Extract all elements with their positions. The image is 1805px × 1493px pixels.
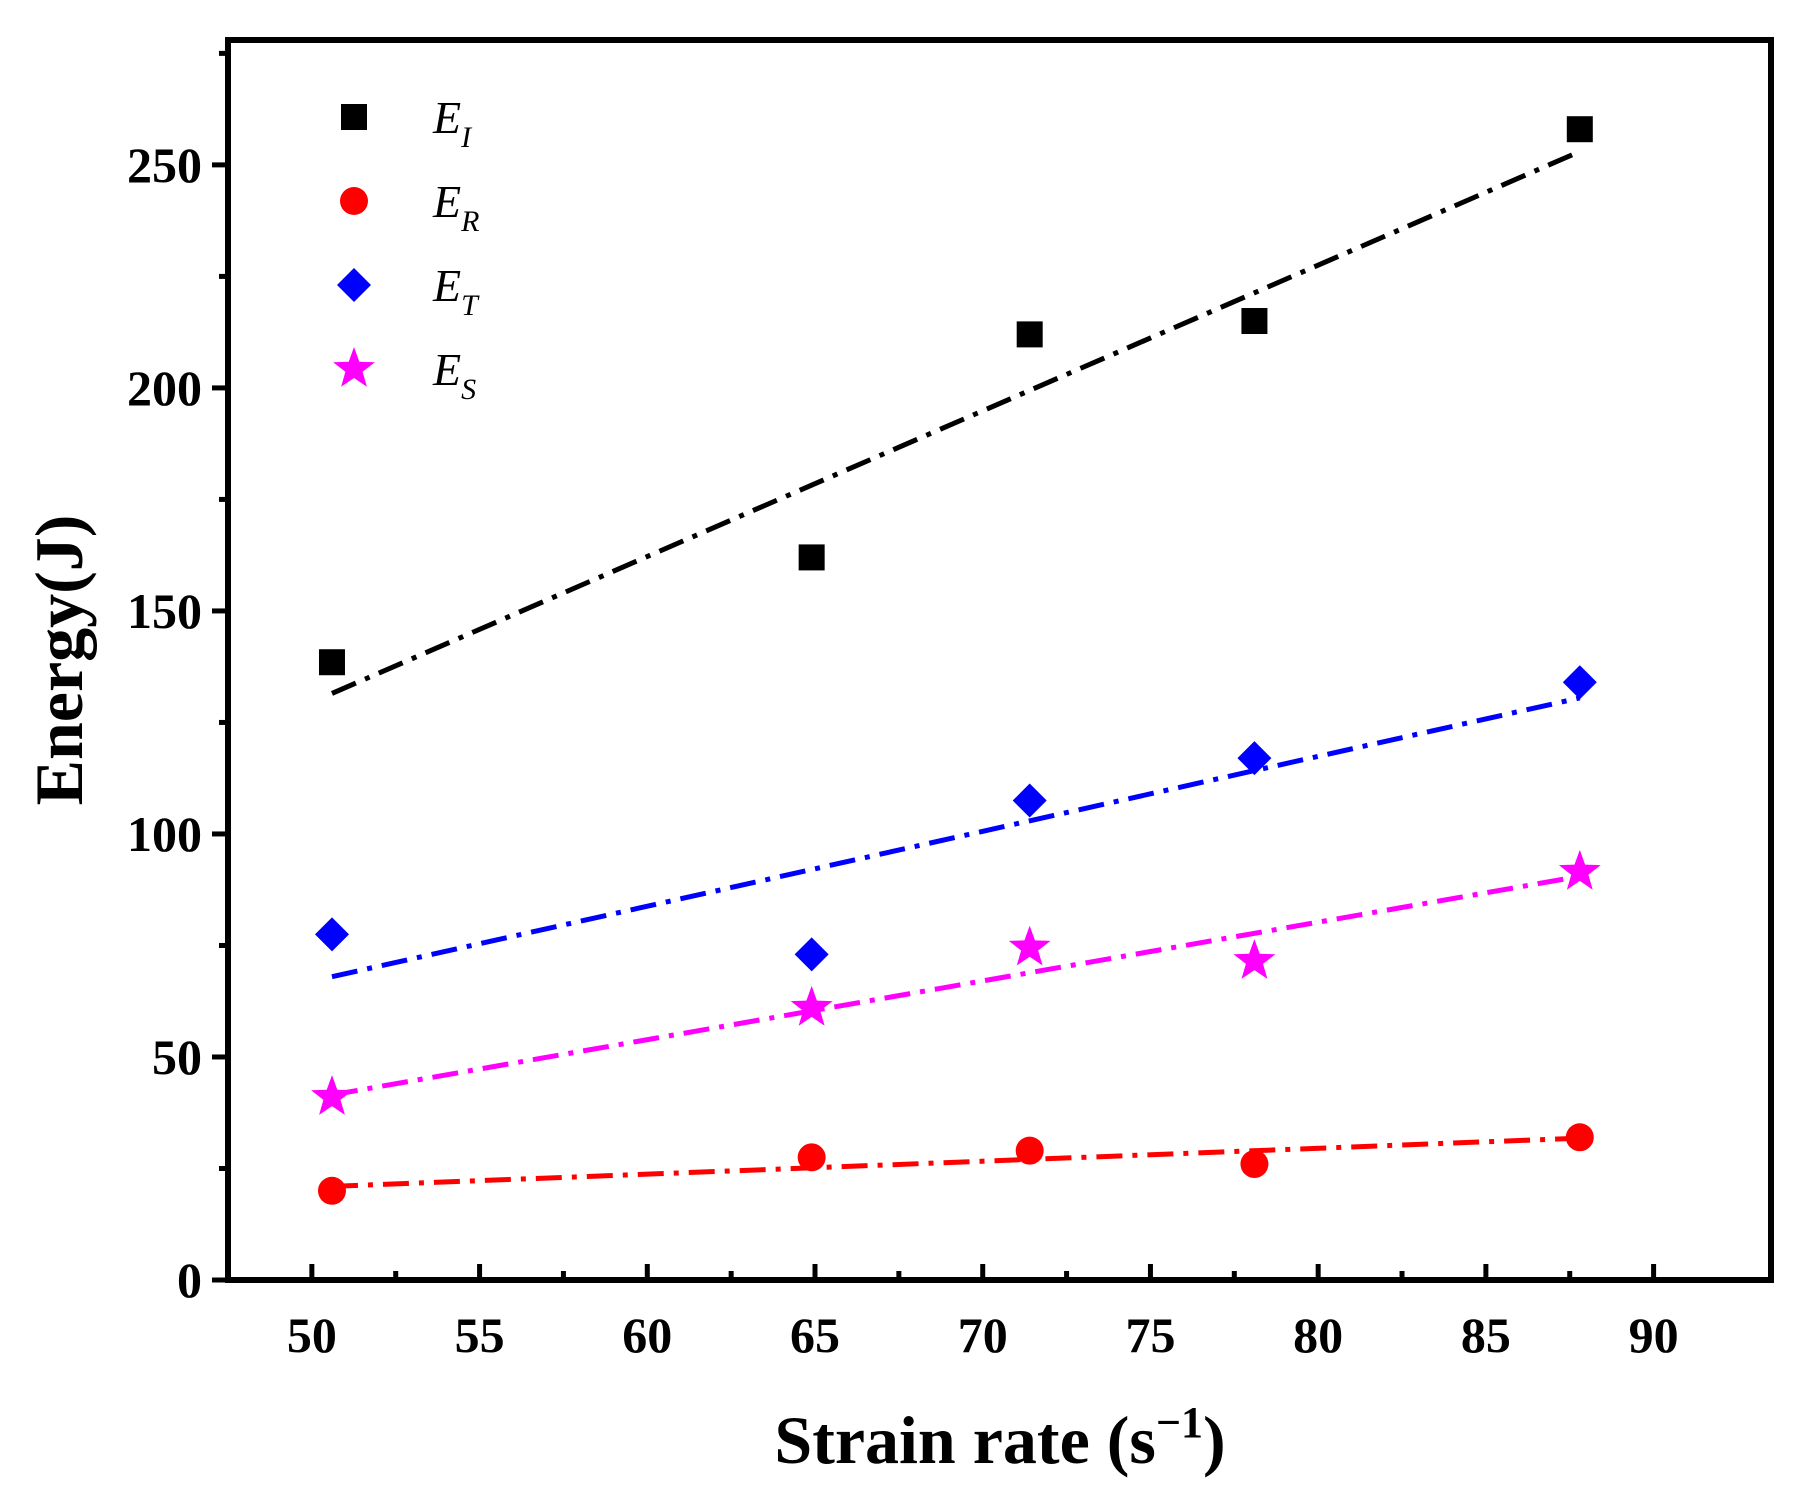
data-point-s (1233, 939, 1276, 979)
fit-line-t (331, 695, 1581, 980)
data-point-s (311, 1075, 353, 1115)
data-point-i (318, 649, 345, 676)
y-axis-title: Energy(J) (21, 515, 97, 806)
x-tick-label: 85 (1461, 1307, 1511, 1363)
legend-label-main: E (432, 344, 461, 395)
legend-label-r: ER (432, 176, 479, 238)
y-tick-label: 100 (127, 806, 202, 862)
plot-frame (225, 37, 1774, 1283)
legend-label-t: ET (432, 260, 480, 322)
y-tick-label: 0 (177, 1252, 202, 1308)
fit-line-i (330, 149, 1581, 696)
data-point-s (790, 985, 833, 1026)
legend-marker-i (341, 104, 367, 130)
data-point-t (1237, 741, 1272, 776)
x-tick-label: 60 (622, 1307, 672, 1363)
x-axis-title-main: Strain rate (s (774, 1402, 1155, 1478)
data-point-i (798, 544, 825, 571)
fit-line-r (331, 1135, 1580, 1189)
legend-label-i: EI (432, 92, 473, 154)
data-point-i (1241, 308, 1268, 335)
data-point-i (1566, 116, 1593, 143)
legend-label-main: E (432, 92, 461, 143)
x-axis-title: Strain rate (s−1) (774, 1398, 1225, 1478)
data-point-s (1008, 925, 1051, 966)
legend-label-main: E (432, 176, 461, 227)
y-tick-label: 50 (152, 1029, 202, 1085)
legend-label-sub: T (461, 289, 480, 322)
data-point-s (1558, 849, 1601, 890)
legend-marker-r (340, 187, 368, 215)
x-tick-label: 50 (287, 1307, 337, 1363)
axis-ticks: 50 55 60 65 70 75 80 85 90 0 50 100 150 200 250 (127, 50, 1679, 1363)
data-point-r (317, 1176, 346, 1205)
x-tick-label: 55 (455, 1307, 505, 1363)
data-point-t (1012, 783, 1047, 818)
data-point-i (1016, 321, 1043, 348)
legend-label-main: E (432, 260, 461, 311)
legend-label-sub: R (460, 205, 479, 238)
data-point-r (1565, 1123, 1594, 1152)
x-axis-title-superscript: −1 (1156, 1398, 1203, 1447)
legend-label-sub: S (461, 373, 476, 406)
fit-lines (330, 149, 1581, 1189)
y-tick-label: 250 (127, 137, 202, 193)
data-point-r (1240, 1150, 1269, 1179)
data-point-t (1562, 665, 1597, 700)
fit-line-s (331, 873, 1581, 1098)
legend-marker-t (337, 268, 371, 302)
data-point-t (314, 917, 349, 952)
x-tick-label: 70 (958, 1307, 1008, 1363)
data-point-r (1015, 1136, 1044, 1165)
legend-marker-s (333, 347, 375, 387)
x-tick-label: 80 (1293, 1307, 1343, 1363)
y-tick-label: 150 (127, 583, 202, 639)
data-points (311, 116, 1601, 1205)
x-tick-label: 90 (1629, 1307, 1679, 1363)
data-point-r (797, 1143, 826, 1172)
data-point-t (794, 937, 829, 972)
x-tick-label: 75 (1125, 1307, 1175, 1363)
legend-label-s: ES (432, 344, 476, 406)
x-tick-label: 65 (790, 1307, 840, 1363)
legend-label-sub: I (460, 121, 473, 154)
x-axis-title-close: ) (1203, 1402, 1226, 1478)
y-tick-label: 200 (127, 360, 202, 416)
